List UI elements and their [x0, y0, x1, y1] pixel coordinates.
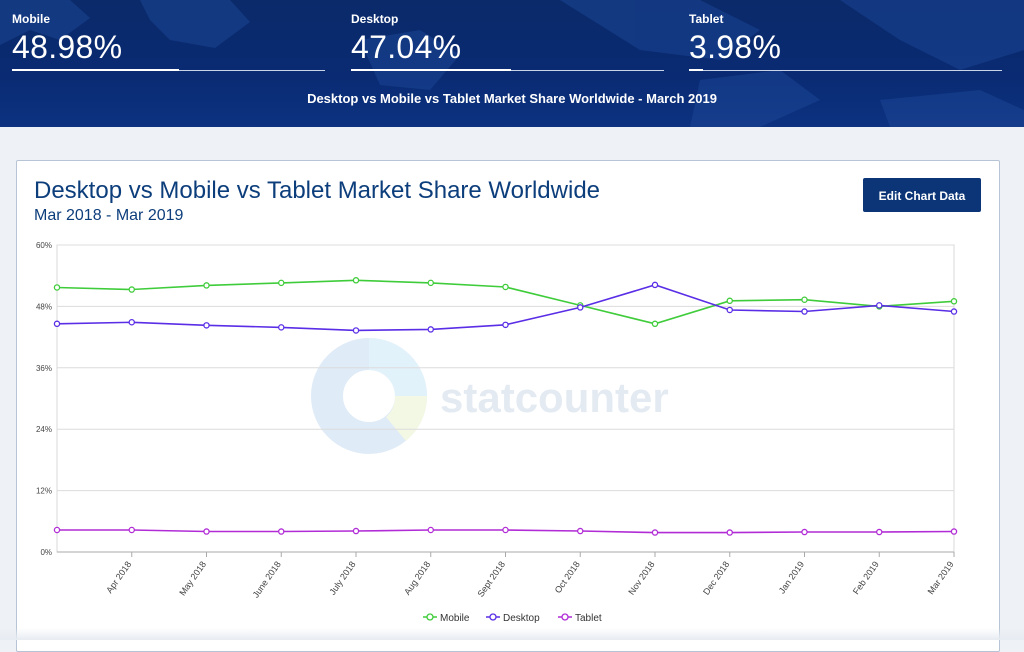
chart-date-range: Mar 2018 - Mar 2019: [34, 207, 184, 224]
mobile-stat-label: Mobile: [12, 12, 50, 26]
mobile-point: [427, 279, 434, 287]
x-tick-label: Feb 2019: [851, 559, 881, 596]
mobile-stat: Mobile 48.98%: [12, 12, 325, 71]
desktop-point: [203, 322, 210, 329]
y-tick-label: 60%: [36, 241, 52, 250]
chart-title: Desktop vs Mobile vs Tablet Market Share…: [34, 177, 601, 204]
mobile-point: [352, 277, 360, 284]
tablet-point: [502, 526, 509, 534]
chart-legend: Mobile Desktop Tablet: [423, 613, 602, 624]
mobile-point: [277, 279, 285, 287]
x-tick-label: Aug 2018: [402, 559, 432, 596]
desktop-stat-bar: [351, 69, 664, 71]
tablet-stat-value: 3.98%: [689, 29, 782, 65]
desktop-stat-value: 47.04%: [351, 29, 462, 65]
world-map-background: [0, 0, 1024, 127]
x-tick-label: Oct 2018: [553, 559, 582, 595]
desktop-point: [876, 302, 883, 309]
mobile-point: [651, 320, 659, 328]
x-tick-label: Dec 2018: [701, 559, 731, 596]
mobile-legend-label: Mobile: [440, 613, 470, 624]
x-tick-label: Apr 2018: [104, 559, 133, 595]
y-tick-label: 12%: [36, 487, 52, 496]
desktop-point: [726, 306, 734, 314]
desktop-legend-marker: [489, 613, 497, 621]
tablet-point: [277, 528, 285, 535]
desktop-point: [801, 308, 808, 315]
watermark-logo-segment-green: [386, 396, 428, 441]
mobile-point: [801, 296, 808, 303]
mobile-point: [950, 298, 958, 305]
tablet-point: [128, 526, 135, 534]
watermark-text: statcounter: [440, 374, 669, 421]
x-tick-label: Sept 2018: [475, 559, 507, 598]
desktop-point: [502, 321, 509, 329]
header-banner: Mobile 48.98% Desktop 47.04% Tablet 3.98…: [0, 0, 1024, 127]
desktop-point: [277, 324, 285, 331]
mobile-legend-marker: [426, 613, 434, 621]
watermark-logo-ring: [311, 338, 427, 454]
mobile-point: [502, 283, 509, 291]
tablet-point: [801, 528, 808, 536]
x-tick-label: June 2018: [251, 559, 283, 599]
tablet-stat-label: Tablet: [689, 12, 724, 26]
tablet-point: [726, 529, 734, 536]
x-tick-label: Mar 2019: [926, 559, 956, 596]
desktop-point: [427, 326, 434, 333]
page-bottom-shadow: [0, 628, 1024, 640]
y-tick-label: 36%: [36, 364, 52, 373]
tablet-stat: Tablet 3.98%: [689, 12, 1002, 71]
desktop-stat: Desktop 47.04%: [351, 12, 664, 71]
watermark-logo-segment-blue: [369, 338, 427, 396]
tablet-legend-label: Tablet: [575, 613, 602, 624]
tablet-point: [651, 529, 659, 536]
desktop-legend-label: Desktop: [503, 613, 540, 624]
desktop-point: [577, 304, 584, 311]
x-axis: Apr 2018 May 2018 June 2018 July 2018 Aug 20…: [104, 552, 956, 600]
tablet-point: [352, 527, 360, 535]
tablet-legend-marker: [561, 613, 569, 621]
tablet-point: [427, 526, 434, 534]
desktop-point: [128, 319, 135, 326]
mobile-stat-bar: [12, 69, 325, 71]
tablet-point: [203, 528, 210, 535]
y-axis: 0% 12% 24% 36% 48% 60%: [36, 241, 52, 557]
edit-chart-data-button[interactable]: Edit Chart Data: [863, 178, 981, 212]
tablet-stat-bar: [689, 69, 1002, 71]
mobile-stat-value: 48.98%: [12, 29, 123, 65]
tablet-point: [53, 526, 61, 534]
desktop-point: [352, 327, 360, 334]
desktop-point: [53, 320, 61, 328]
desktop-stat-label: Desktop: [351, 12, 399, 26]
statcounter-watermark: statcounter: [311, 338, 669, 454]
mobile-point: [726, 297, 734, 305]
banner-subtitle: Desktop vs Mobile vs Tablet Market Share…: [307, 91, 717, 106]
x-tick-label: Nov 2018: [626, 559, 656, 596]
tablet-point: [577, 527, 584, 535]
mobile-point: [128, 286, 135, 293]
x-tick-label: Jan 2019: [777, 559, 806, 595]
y-tick-label: 48%: [36, 302, 52, 311]
x-tick-label: May 2018: [177, 559, 208, 597]
desktop-point: [950, 308, 958, 315]
x-tick-label: July 2018: [327, 559, 357, 596]
chart-series: [53, 277, 958, 536]
y-tick-label: 0%: [40, 548, 52, 557]
desktop-point: [651, 281, 659, 289]
chart-card: Desktop vs Mobile vs Tablet Market Share…: [16, 160, 1000, 652]
mobile-point: [53, 284, 61, 291]
tablet-point: [950, 528, 958, 535]
mobile-point: [203, 282, 210, 289]
tablet-point: [876, 528, 883, 536]
y-tick-label: 24%: [36, 425, 52, 434]
